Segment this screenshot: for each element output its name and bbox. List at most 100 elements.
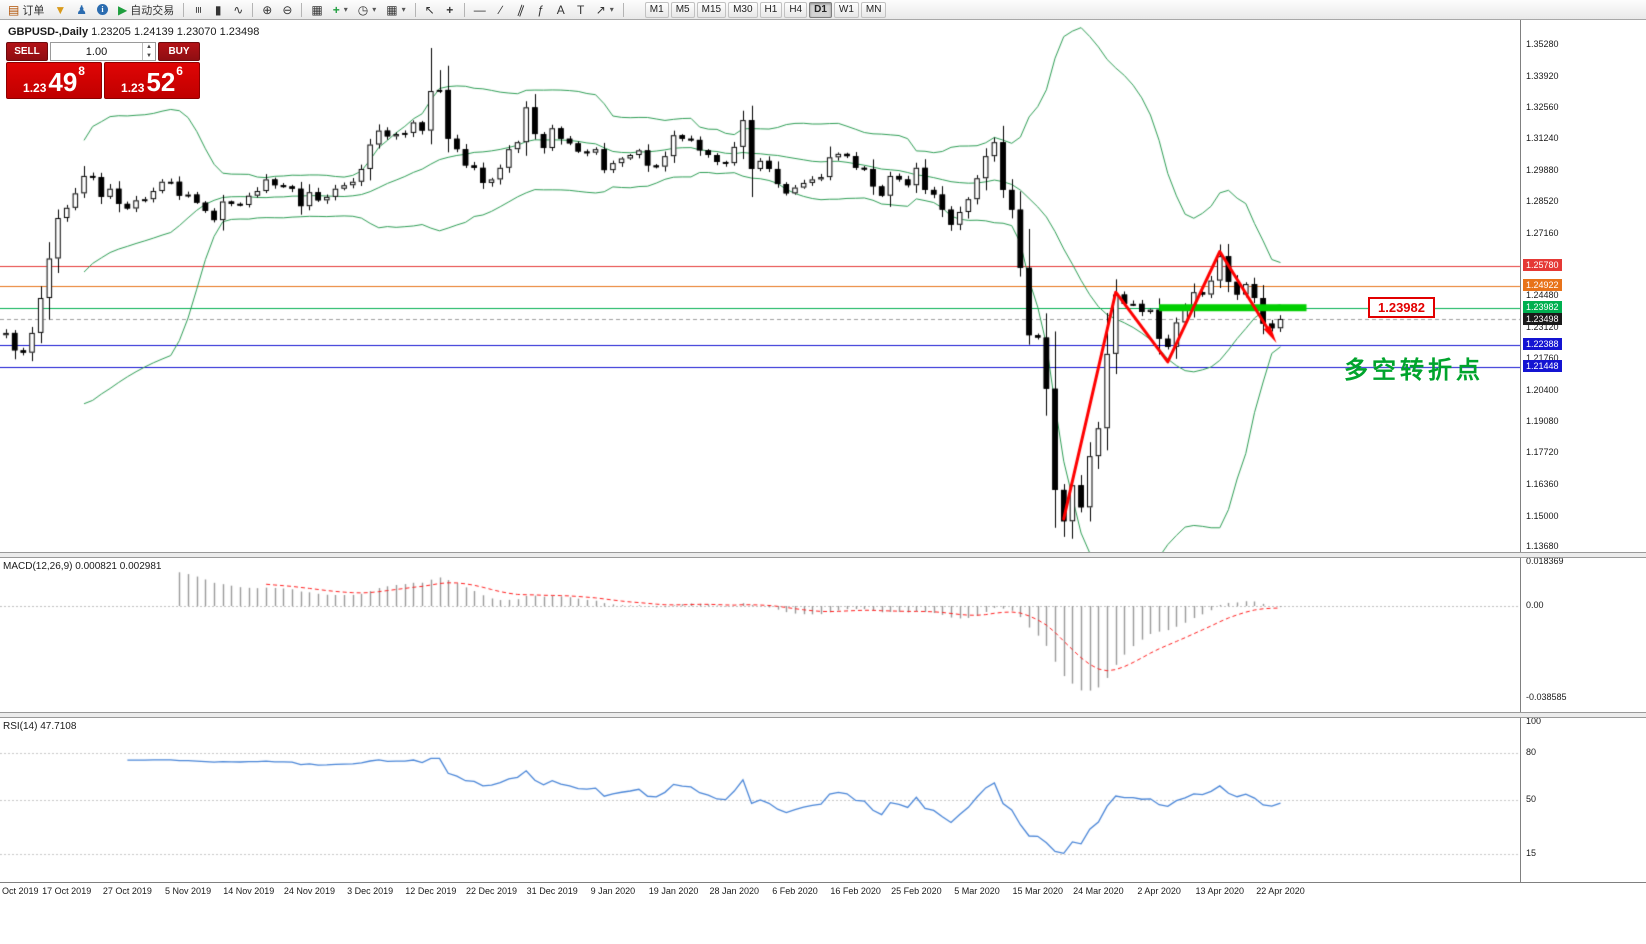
cursor-icon[interactable]: ↖ [421, 1, 439, 18]
date-axis-label: 2 Apr 2020 [1137, 886, 1181, 896]
price-axis-tick: 1.32560 [1526, 102, 1559, 113]
macd-header: MACD(12,26,9) 0.000821 0.002981 [3, 561, 161, 572]
date-axis-label: 24 Mar 2020 [1073, 886, 1124, 896]
date-axis-label: 22 Apr 2020 [1256, 886, 1305, 896]
crosshair-icon[interactable]: + [441, 1, 459, 18]
fibonacci-icon[interactable]: ƒ [532, 1, 550, 18]
turning-point-annotation[interactable]: 多空转折点 [1344, 357, 1484, 384]
price-axis-tick: 1.35280 [1526, 39, 1559, 49]
timeframe-m5[interactable]: M5 [670, 1, 695, 18]
arrows-icon[interactable]: ↗ ▾ [592, 1, 618, 18]
funnel-icon: ▼ [54, 2, 67, 17]
candlestick-chart-icon[interactable]: ▮ [209, 1, 227, 18]
date-axis[interactable]: Oct 2019 17 Oct 2019 27 Oct 2019 5 Nov 2019… [0, 882, 1646, 899]
rsi-panel-canvas[interactable] [0, 718, 1520, 880]
volume-value[interactable]: 1.00 [85, 45, 108, 58]
price-callout-label[interactable]: 1.23982 [1368, 297, 1435, 318]
buy-price-big: 52 [146, 67, 176, 97]
buy-price-small: 1.23 [121, 81, 145, 95]
volume-up-icon[interactable]: ▲ [146, 44, 152, 50]
panel-splitter-rsi[interactable] [0, 712, 1646, 718]
rsi-axis-label: 100 [1526, 716, 1542, 726]
one-click-trade-widget: SELL 1.00 ▲ ▼ BUY 1.23 49 8 1.23 52 6 [6, 42, 200, 99]
text-icon[interactable]: A [552, 1, 570, 18]
volume-down-icon[interactable]: ▼ [146, 52, 152, 59]
volume-field[interactable]: 1.00 ▲ ▼ [50, 42, 156, 61]
buy-button[interactable]: BUY [158, 42, 200, 61]
chevron-down-icon: ▾ [609, 5, 614, 14]
buy-price-box[interactable]: 1.23 52 6 [104, 62, 200, 99]
toolbar-separator [252, 2, 254, 17]
timeframe-mn[interactable]: MN [860, 1, 887, 18]
chevron-down-icon: ▾ [372, 5, 377, 14]
price-axis-tick: 1.23120 [1526, 321, 1559, 332]
period-clock-icon: ◷ [357, 2, 369, 17]
timeframe-w1[interactable]: W1 [833, 1, 859, 18]
bar-chart-icon: ≡ [191, 5, 206, 14]
timeframe-m15[interactable]: M15 [696, 1, 727, 18]
zoom-out-icon[interactable]: ⊖ [278, 1, 296, 18]
rsi-title: RSI(14) [3, 721, 38, 732]
user-icon[interactable]: ♟ [72, 1, 91, 18]
date-axis-label: 16 Feb 2020 [830, 886, 881, 896]
price-axis-tick: 1.19080 [1526, 415, 1559, 426]
bottom-strip [0, 899, 1646, 944]
price-line-label: 1.22388 [1523, 338, 1562, 351]
price-line-label: 1.24922 [1523, 279, 1562, 292]
info-icon[interactable]: i [93, 1, 112, 18]
macd-panel-canvas[interactable] [0, 558, 1520, 712]
zoom-out-icon: ⊖ [282, 2, 293, 17]
price-axis-tick: 1.24480 [1526, 290, 1559, 301]
chevron-down-icon: ▾ [343, 5, 348, 14]
indicators-add-icon[interactable]: + ▾ [329, 1, 352, 18]
date-axis-label: 3 Dec 2019 [347, 886, 394, 896]
channel-icon[interactable]: ∥ [512, 1, 530, 18]
sell-price-small: 1.23 [23, 81, 47, 95]
price-line-label: 1.23982 [1523, 301, 1562, 314]
sell-button[interactable]: SELL [6, 42, 48, 61]
text-label-icon[interactable]: T [572, 1, 590, 18]
price-axis-tick: 1.27160 [1526, 227, 1559, 238]
sell-price-box[interactable]: 1.23 49 8 [6, 62, 102, 99]
horizontal-line-icon[interactable]: — [470, 1, 490, 18]
macd-axis-label: 0.018369 [1526, 556, 1564, 566]
timeframe-m30[interactable]: M30 [728, 1, 758, 18]
new-order-button: ▤ [8, 2, 20, 17]
timeframe-m1[interactable]: M1 [644, 1, 669, 18]
toolbar-separator [414, 2, 416, 17]
panel-splitter-macd[interactable] [0, 552, 1646, 558]
date-axis-label: 24 Nov 2019 [283, 886, 335, 896]
price-axis-tick: 1.15000 [1526, 510, 1559, 521]
main-chart-canvas[interactable] [0, 20, 1520, 552]
bar-chart-icon[interactable]: ≡ [189, 1, 207, 18]
price-axis-tick: 1.13680 [1526, 541, 1559, 552]
new-order-button[interactable]: ▤ 订单 [4, 1, 48, 18]
date-axis-label: 9 Jan 2020 [590, 886, 636, 896]
macd-values: 0.000821 0.002981 [75, 561, 162, 572]
volume-stepper[interactable]: ▲ ▼ [142, 43, 155, 60]
rsi-value: 47.7108 [40, 721, 77, 732]
symbol-timeframe-label: GBPUSD-,Daily [8, 26, 89, 38]
macd-axis-label: -0.038585 [1526, 692, 1567, 703]
timeframe-h1[interactable]: H1 [759, 1, 783, 18]
tile-windows-icon[interactable]: ▦ [307, 1, 326, 18]
funnel-icon[interactable]: ▼ [50, 1, 70, 18]
price-axis-tick: 1.17720 [1526, 447, 1559, 458]
toolbar-separator [622, 2, 624, 17]
price-axis-tick: 1.33920 [1526, 70, 1559, 81]
template-grid-icon: ▦ [386, 2, 398, 17]
ohlc-values: 1.23205 1.24139 1.23070 1.23498 [91, 26, 260, 38]
template-grid-icon[interactable]: ▦ ▾ [382, 1, 409, 18]
macd-title: MACD(12,26,9) [3, 561, 73, 572]
trendline-icon[interactable]: ∕ [492, 1, 510, 18]
timeframe-d1[interactable]: D1 [809, 1, 832, 18]
autotrade-button[interactable]: ▶ 自动交易 [114, 1, 178, 18]
period-clock-icon[interactable]: ◷ ▾ [354, 1, 381, 18]
price-axis[interactable]: 1.35280 1.33920 1.32560 1.31240 1.29880 1.285… [1520, 20, 1646, 882]
zoom-in-icon[interactable]: ⊕ [258, 1, 276, 18]
date-axis-label: 5 Mar 2020 [954, 886, 1000, 896]
line-chart-icon[interactable]: ∿ [229, 1, 247, 18]
timeframe-h4[interactable]: H4 [784, 1, 808, 18]
chart-title: GBPUSD-,Daily 1.23205 1.24139 1.23070 1.… [8, 26, 259, 38]
